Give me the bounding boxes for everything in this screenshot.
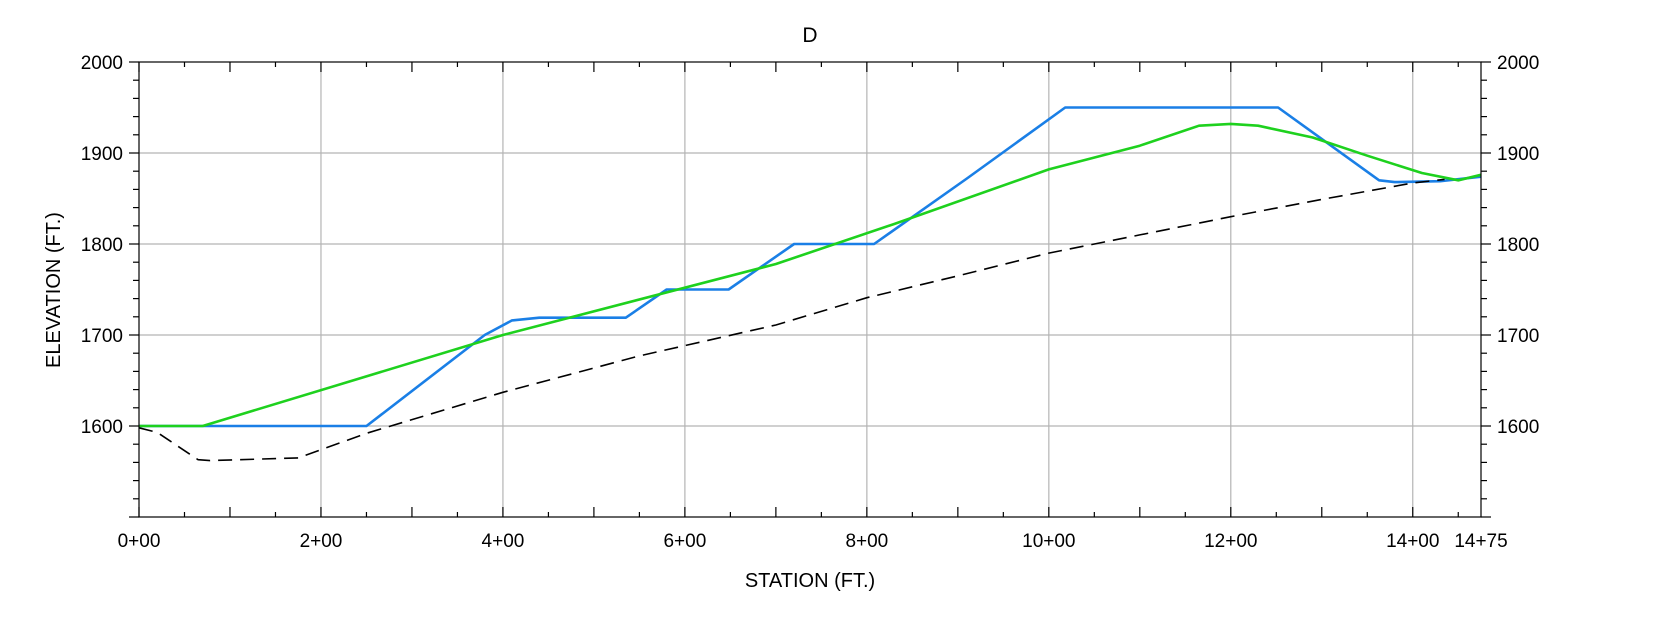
y-tick-label-right: 2000 [1497,53,1539,74]
y-tick-label-left: 1800 [81,235,123,256]
y-tick-label-left: 1700 [81,326,123,347]
y-tick-label-right: 1800 [1497,235,1539,256]
y-tick-label-right: 1700 [1497,326,1539,347]
x-tick-label: 12+00 [1204,531,1257,552]
x-tick-label: 2+00 [300,531,343,552]
grid-lines [139,62,1481,517]
x-tick-label: 10+00 [1022,531,1075,552]
x-tick-label: 0+00 [118,531,161,552]
y-tick-label-left: 1600 [81,417,123,438]
chart-title: D [802,24,817,47]
x-tick-label: 6+00 [663,531,706,552]
tick-labels: 0+00 2+00 4+00 6+00 8+00 10+00 12+00 14+00 14+75… [81,53,1540,552]
series-lines [138,106,1482,462]
y-tick-label-right: 1900 [1497,144,1539,165]
x-tick-label: 14+00 [1386,531,1439,552]
x-tick-label: 8+00 [845,531,888,552]
y-axis-title: ELEVATION (FT.) [43,212,65,368]
x-tick-label: 14+75 [1454,531,1507,552]
x-tick-label: 4+00 [482,531,525,552]
x-axis-title: STATION (FT.) [745,570,875,592]
series-line-3 [138,178,1445,462]
series-line-2 [139,122,1482,428]
plot-frame [138,61,1482,518]
series-line-1 [139,106,1482,428]
y-tick-label-left: 1900 [81,144,123,165]
y-tick-label-left: 2000 [81,53,123,74]
y-tick-label-right: 1600 [1497,417,1539,438]
axis-ticks [129,61,1491,518]
